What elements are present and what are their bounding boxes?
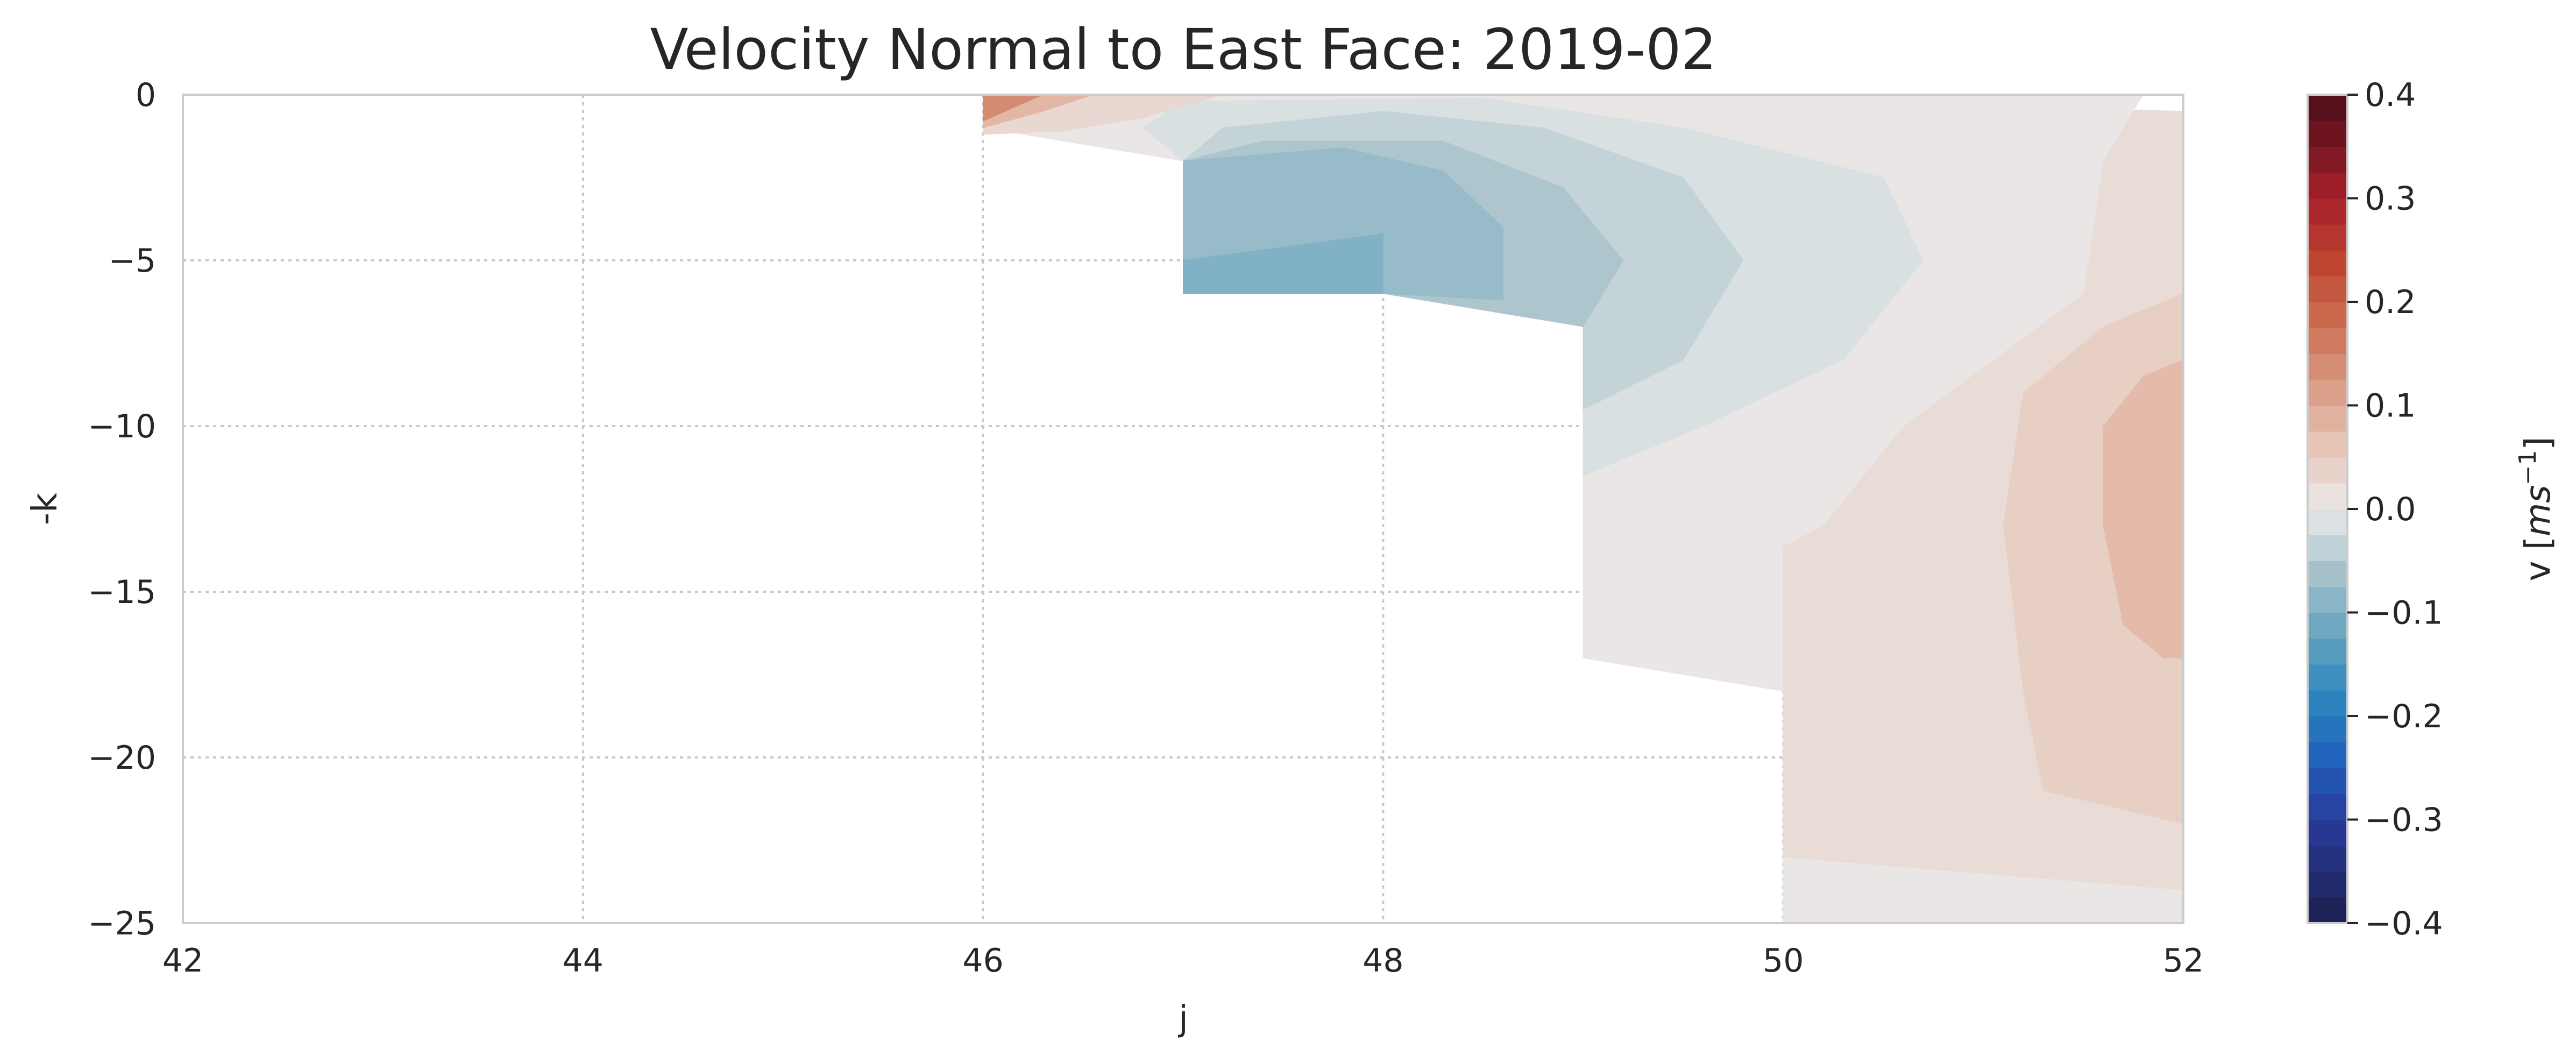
colorbar-band-5 — [2308, 768, 2347, 795]
x-axis-label: j — [1177, 999, 1188, 1039]
colorbar-band-13 — [2308, 561, 2347, 587]
colorbar-band-6 — [2308, 742, 2347, 769]
colorbar-label-units: ms — [2518, 485, 2558, 536]
colorbar-label-exponent: −1 — [2514, 450, 2542, 485]
contour-region-9 — [1183, 233, 1383, 294]
x-tick-label-1: 44 — [563, 942, 604, 980]
colorbar-band-0 — [2308, 897, 2347, 924]
colorbar-band-17 — [2308, 457, 2347, 484]
colorbar-band-22 — [2308, 328, 2347, 355]
colorbar-tick-label-7: −0.3 — [2365, 802, 2443, 839]
colorbar-band-30 — [2308, 121, 2347, 147]
y-tick-label-1: −5 — [109, 242, 156, 280]
x-tick-label-2: 46 — [962, 942, 1003, 980]
y-tick-label-2: −10 — [88, 408, 156, 445]
colorbar-band-24 — [2308, 275, 2347, 302]
colorbar-band-2 — [2308, 845, 2347, 872]
colorbar-tick-label-6: −0.2 — [2365, 698, 2443, 735]
y-tick-label-5: −25 — [88, 905, 156, 942]
colorbar-band-4 — [2308, 793, 2347, 820]
colorbar-band-18 — [2308, 431, 2347, 458]
x-tick-label-3: 48 — [1362, 942, 1403, 980]
y-tick-label-4: −20 — [88, 739, 156, 777]
chart-title: Velocity Normal to East Face: 2019-02 — [650, 17, 1716, 82]
colorbar-tick-label-8: −0.4 — [2365, 905, 2443, 942]
colorbar-band-19 — [2308, 405, 2347, 432]
colorbar-tick-label-1: 0.3 — [2365, 180, 2416, 218]
colorbar-band-25 — [2308, 250, 2347, 277]
colorbar-band-3 — [2308, 819, 2347, 846]
colorbar-band-23 — [2308, 302, 2347, 328]
colorbar-band-14 — [2308, 535, 2347, 562]
colorbar-ticks: 0.4 0.3 0.2 0.1 0.0 −0.1 −0.2 −0.3 −0.4 — [2347, 76, 2443, 942]
x-tick-label-0: 42 — [162, 942, 203, 980]
colorbar-band-27 — [2308, 198, 2347, 225]
colorbar-band-11 — [2308, 612, 2347, 639]
colorbar-band-21 — [2308, 353, 2347, 380]
colorbar-band-10 — [2308, 638, 2347, 665]
colorbar-band-20 — [2308, 379, 2347, 406]
colorbar-label-prefix: v [ — [2518, 536, 2558, 581]
x-tick-label-5: 52 — [2163, 942, 2204, 980]
colorbar-band-15 — [2308, 509, 2347, 535]
colorbar-tick-label-0: 0.4 — [2365, 76, 2416, 114]
colorbar-band-31 — [2308, 95, 2347, 121]
contour-region-12 — [983, 95, 1044, 122]
colorbar-band-26 — [2308, 224, 2347, 251]
y-tick-label-0: 0 — [136, 76, 156, 114]
colorbar-band-16 — [2308, 483, 2347, 509]
colorbar-band-29 — [2308, 146, 2347, 173]
colorbar-bands — [2308, 95, 2347, 924]
y-tick-label-3: −15 — [88, 573, 156, 611]
y-axis-label: -k — [25, 493, 65, 525]
colorbar: 0.4 0.3 0.2 0.1 0.0 −0.1 −0.2 −0.3 −0.4 v [ms−1] — [2307, 76, 2558, 942]
colorbar-tick-label-5: −0.1 — [2365, 594, 2443, 632]
colorbar-tick-label-3: 0.1 — [2365, 387, 2416, 425]
x-tick-label-4: 50 — [1763, 942, 1804, 980]
colorbar-label: v [ms−1] — [2514, 437, 2558, 582]
colorbar-label-suffix: ] — [2518, 437, 2558, 450]
colorbar-band-12 — [2308, 586, 2347, 613]
colorbar-band-7 — [2308, 716, 2347, 742]
colorbar-tick-label-4: 0.0 — [2365, 491, 2416, 528]
contour-fill — [983, 95, 2183, 923]
colorbar-tick-label-2: 0.2 — [2365, 284, 2416, 321]
x-axis-ticks: 42 44 46 48 50 52 — [162, 942, 2204, 980]
colorbar-band-9 — [2308, 664, 2347, 691]
plot-frame — [182, 94, 2184, 924]
colorbar-band-28 — [2308, 172, 2347, 199]
contour-region-3 — [2103, 359, 2183, 658]
colorbar-band-1 — [2308, 871, 2347, 898]
colorbar-band-8 — [2308, 690, 2347, 717]
y-axis-ticks: 0 −5 −10 −15 −20 −25 — [88, 76, 156, 942]
